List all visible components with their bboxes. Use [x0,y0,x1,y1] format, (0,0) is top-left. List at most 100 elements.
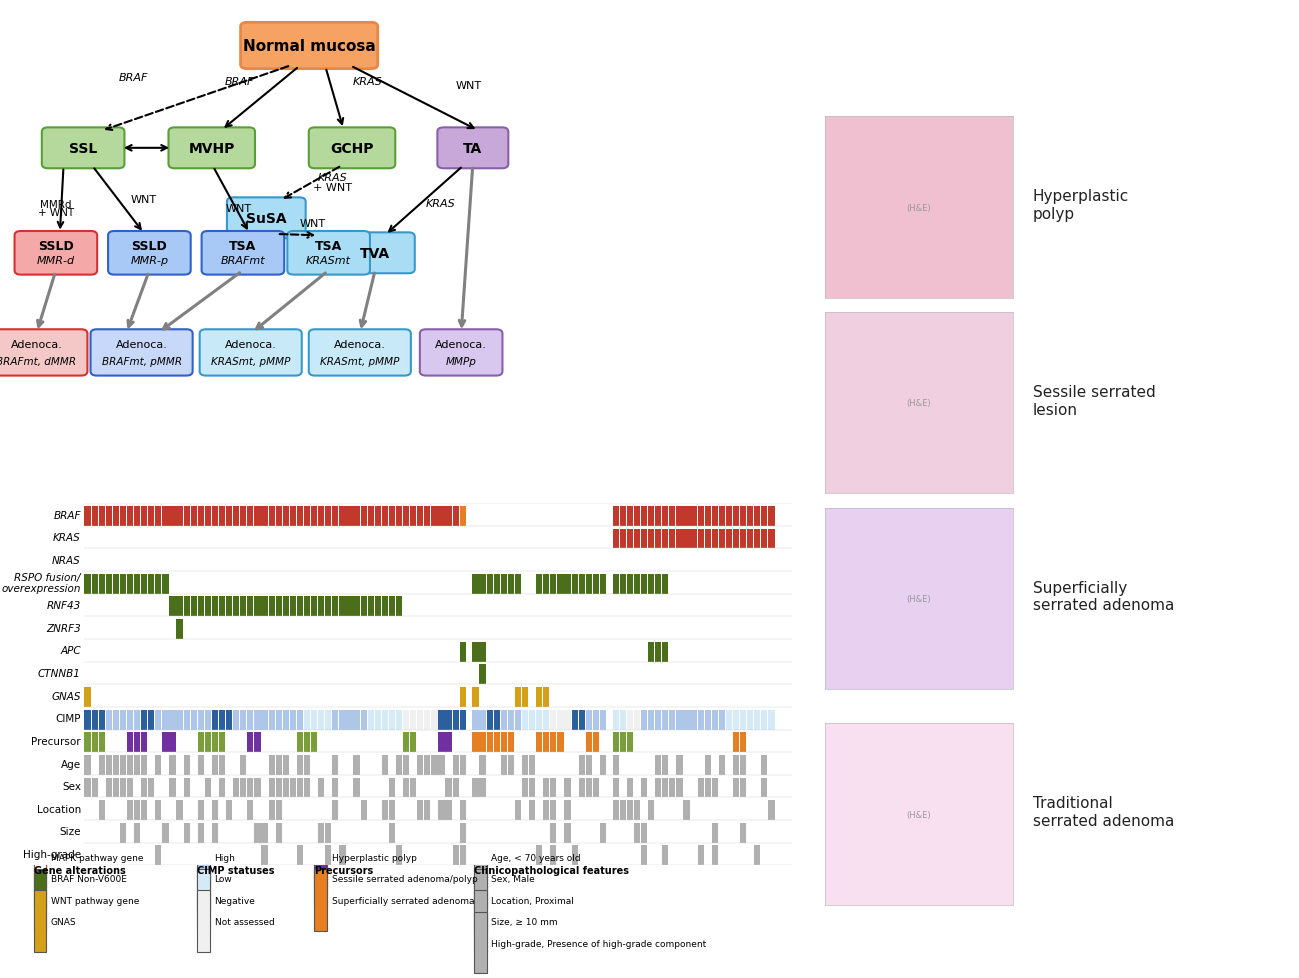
Text: Superficially serrated adenoma: Superficially serrated adenoma [331,896,474,905]
Text: High-grade, Presence of high-grade component: High-grade, Presence of high-grade compo… [491,939,707,948]
Bar [297,733,303,752]
Text: KRAS: KRAS [425,199,455,208]
FancyBboxPatch shape [169,128,255,169]
Bar [205,597,210,617]
Bar [347,507,352,526]
Bar [740,733,746,752]
Bar [105,710,112,730]
Text: GNAS: GNAS [52,690,81,701]
Bar [439,507,444,526]
Bar [99,733,105,752]
Text: + WNT: + WNT [313,182,352,193]
Bar [91,778,97,798]
Bar [261,846,268,866]
Bar [565,710,570,730]
Bar [740,778,746,798]
Bar [388,823,395,843]
Bar [733,529,739,549]
Bar [698,507,704,526]
Text: Sex: Sex [62,781,81,791]
Text: Gene alterations: Gene alterations [34,866,126,875]
Bar [105,755,112,775]
Bar [712,846,718,866]
Bar [460,507,466,526]
Bar [551,710,556,730]
Bar [197,890,210,953]
Bar [255,823,261,843]
Bar [613,755,618,775]
Bar [255,507,261,526]
Text: Clinicopathological features: Clinicopathological features [474,866,629,875]
Bar [648,574,655,595]
Text: Negative: Negative [214,896,256,905]
Bar [460,643,466,662]
Bar [410,710,416,730]
Bar [374,597,381,617]
Bar [460,755,466,775]
Bar [388,778,395,798]
Text: KRAS: KRAS [318,173,347,183]
Text: BRAF Non-V600E: BRAF Non-V600E [51,874,127,883]
Text: KRAS: KRAS [353,77,382,87]
Bar [403,778,409,798]
Bar [212,823,218,843]
Bar [197,733,204,752]
Bar [34,890,47,953]
Bar [403,755,409,775]
Bar [704,755,711,775]
Bar [84,574,91,595]
Bar [446,507,452,526]
Text: BRAFmt: BRAFmt [221,255,265,266]
Bar [634,823,640,843]
Bar [704,507,711,526]
Bar [142,778,147,798]
Bar [353,710,360,730]
Bar [84,507,91,526]
Text: MVHP: MVHP [188,142,235,156]
Bar [191,597,197,617]
Bar [333,597,339,617]
Bar [325,597,331,617]
Bar [99,710,105,730]
Bar [368,597,374,617]
Bar [310,597,317,617]
Bar [318,597,325,617]
Bar [99,574,105,595]
Bar [620,733,626,752]
Bar [683,507,690,526]
FancyBboxPatch shape [42,128,125,169]
Bar [487,710,492,730]
Bar [261,710,268,730]
Text: Age, < 70 years old: Age, < 70 years old [491,853,581,863]
Bar [565,778,570,798]
Bar [543,800,549,821]
Bar [361,710,366,730]
Bar [669,529,675,549]
Bar [508,710,514,730]
Bar [403,733,409,752]
Bar [718,529,725,549]
Bar [718,710,725,730]
Text: MMPp: MMPp [446,357,477,367]
Bar [662,643,669,662]
Bar [142,710,147,730]
Bar [543,710,549,730]
Bar [474,911,487,973]
Bar [162,733,169,752]
Text: MMR-d: MMR-d [36,255,75,266]
Bar [382,755,388,775]
Bar [183,778,190,798]
Bar [183,597,190,617]
Bar [620,710,626,730]
Bar [460,823,466,843]
Bar [233,710,239,730]
Bar [740,823,746,843]
Bar [543,574,549,595]
Bar [212,597,218,617]
Bar [494,710,500,730]
Bar [247,597,253,617]
Text: RSPO fusion/
overexpression: RSPO fusion/ overexpression [1,572,81,594]
Text: (H&E): (H&E) [907,595,931,603]
Bar [439,733,444,752]
Bar [755,710,760,730]
